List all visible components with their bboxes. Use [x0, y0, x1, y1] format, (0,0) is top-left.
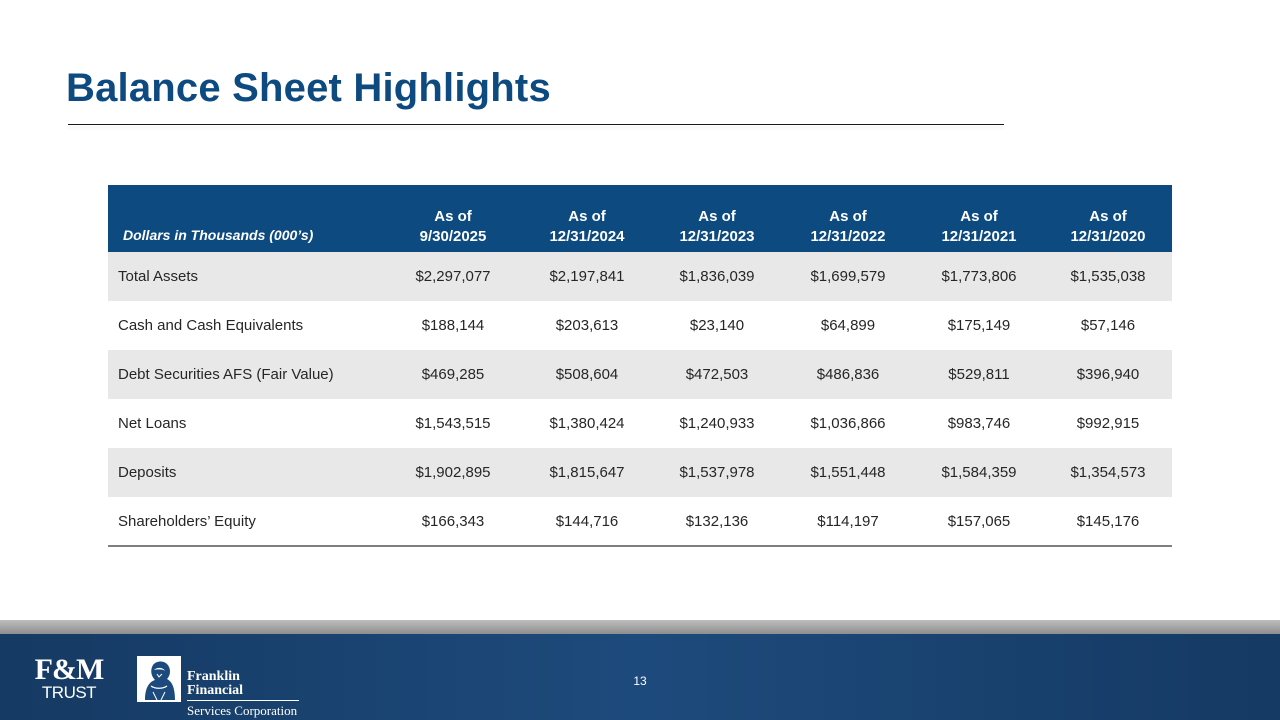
title-divider	[68, 124, 1004, 125]
column-header: As of 12/31/2024	[522, 185, 652, 252]
table-cell: $145,176	[1076, 512, 1140, 530]
column-header-date: 12/31/2022	[810, 228, 886, 245]
column-header-prefix: As of	[698, 208, 736, 225]
table-cell: $1,354,573	[1070, 464, 1146, 481]
footer-stripe	[0, 620, 1280, 634]
table-cell: $983,746	[947, 415, 1011, 432]
column-header-prefix: As of	[960, 208, 998, 225]
units-label: Dollars in Thousands (000’s)	[123, 227, 314, 243]
column-header-date: 12/31/2024	[549, 228, 625, 245]
row-label: Net Loans	[118, 415, 187, 432]
column-header: As of 12/31/2021	[914, 185, 1044, 252]
table-cell: $2,197,841	[549, 268, 625, 285]
table-cell: $132,136	[685, 512, 749, 530]
page-number: 13	[633, 674, 647, 688]
fm-trust-logo: F&M TRUST	[28, 653, 110, 704]
column-header-prefix: As of	[434, 208, 472, 225]
row-label: Cash and Cash Equivalents	[118, 317, 304, 334]
column-header-prefix: As of	[1089, 208, 1127, 225]
table-cell: $486,836	[816, 366, 880, 383]
table-row: Deposits $1,902,895 $1,815,647 $1,537,97…	[108, 448, 1172, 497]
fm-logo-word: TRUST	[41, 683, 97, 702]
table-row: Cash and Cash Equivalents $188,144 $203,…	[108, 301, 1172, 350]
column-header: As of 9/30/2025	[384, 185, 522, 252]
franklin-financial-wordmark: Franklin Financial Services Corporation	[187, 670, 317, 718]
table-cell: $1,535,038	[1070, 268, 1146, 285]
column-header-date: 12/31/2020	[1070, 228, 1146, 245]
column-header-date: 12/31/2023	[679, 228, 755, 245]
row-label: Debt Securities AFS (Fair Value)	[118, 366, 334, 383]
page-title: Balance Sheet Highlights	[66, 66, 551, 110]
column-header-date: 9/30/2025	[419, 228, 487, 245]
table-cell: $1,551,448	[810, 464, 886, 481]
row-label: Total Assets	[118, 268, 199, 285]
table-cell: $529,811	[948, 366, 1010, 383]
table-cell: $166,343	[421, 512, 485, 530]
ffsc-name-line1: Franklin Financial	[187, 670, 299, 701]
table-row: Debt Securities AFS (Fair Value) $469,28…	[108, 350, 1172, 399]
table-cell: $144,716	[555, 512, 619, 530]
table-cell: $469,285	[421, 366, 485, 383]
table-cell: $1,240,933	[679, 415, 755, 432]
table-cell: $1,537,978	[679, 464, 755, 481]
franklin-portrait-icon	[137, 656, 181, 702]
row-label: Deposits	[118, 464, 177, 481]
table-cell: $175,149	[947, 317, 1011, 334]
table-row: Total Assets $2,297,077 $2,197,841 $1,83…	[108, 252, 1172, 301]
table-cell: $508,604	[555, 366, 619, 383]
column-header-date: 12/31/2021	[941, 228, 1017, 245]
column-header-prefix: As of	[568, 208, 606, 225]
table-cell: $114,197	[817, 512, 879, 530]
table-cell: $472,503	[685, 366, 749, 383]
ffsc-name-line2: Services Corporation	[187, 703, 298, 718]
table-cell: $157,065	[947, 512, 1011, 530]
table-row: Net Loans $1,543,515 $1,380,424 $1,240,9…	[108, 399, 1172, 448]
column-header-prefix: As of	[829, 208, 867, 225]
column-header: As of 12/31/2023	[652, 185, 782, 252]
table-cell: $1,584,359	[941, 464, 1017, 481]
table-cell: $57,146	[1080, 317, 1136, 334]
fm-logo-mark: F&M	[34, 653, 105, 686]
table-cell: $1,036,866	[810, 415, 886, 432]
column-header: As of 12/31/2020	[1044, 185, 1172, 252]
table-row: Shareholders’ Equity $166,343 $144,716 $…	[108, 497, 1172, 546]
table-cell: $203,613	[555, 317, 619, 334]
table-cell: $2,297,077	[415, 268, 491, 285]
table-cell: $1,773,806	[941, 268, 1017, 285]
table-cell: $1,699,579	[810, 268, 886, 285]
table-cell: $23,140	[689, 317, 745, 334]
table-cell: $1,815,647	[549, 464, 625, 481]
table-cell: $1,836,039	[679, 268, 755, 285]
table-cell: $1,380,424	[549, 415, 625, 432]
balance-sheet-table: Dollars in Thousands (000’s) As of 9/30/…	[108, 185, 1172, 547]
column-header: As of 12/31/2022	[782, 185, 914, 252]
table-cell: $1,543,515	[415, 415, 491, 432]
table-header-row: Dollars in Thousands (000’s) As of 9/30/…	[108, 185, 1172, 252]
row-label: Shareholders’ Equity	[118, 512, 256, 530]
table-cell: $64,899	[820, 317, 876, 334]
footer-bar: F&M TRUST Franklin Financial Services Co…	[0, 634, 1280, 720]
table-cell: $1,902,895	[415, 464, 491, 481]
table-cell: $188,144	[421, 317, 485, 334]
table-cell: $396,940	[1076, 366, 1140, 383]
table-cell: $992,915	[1076, 415, 1140, 432]
